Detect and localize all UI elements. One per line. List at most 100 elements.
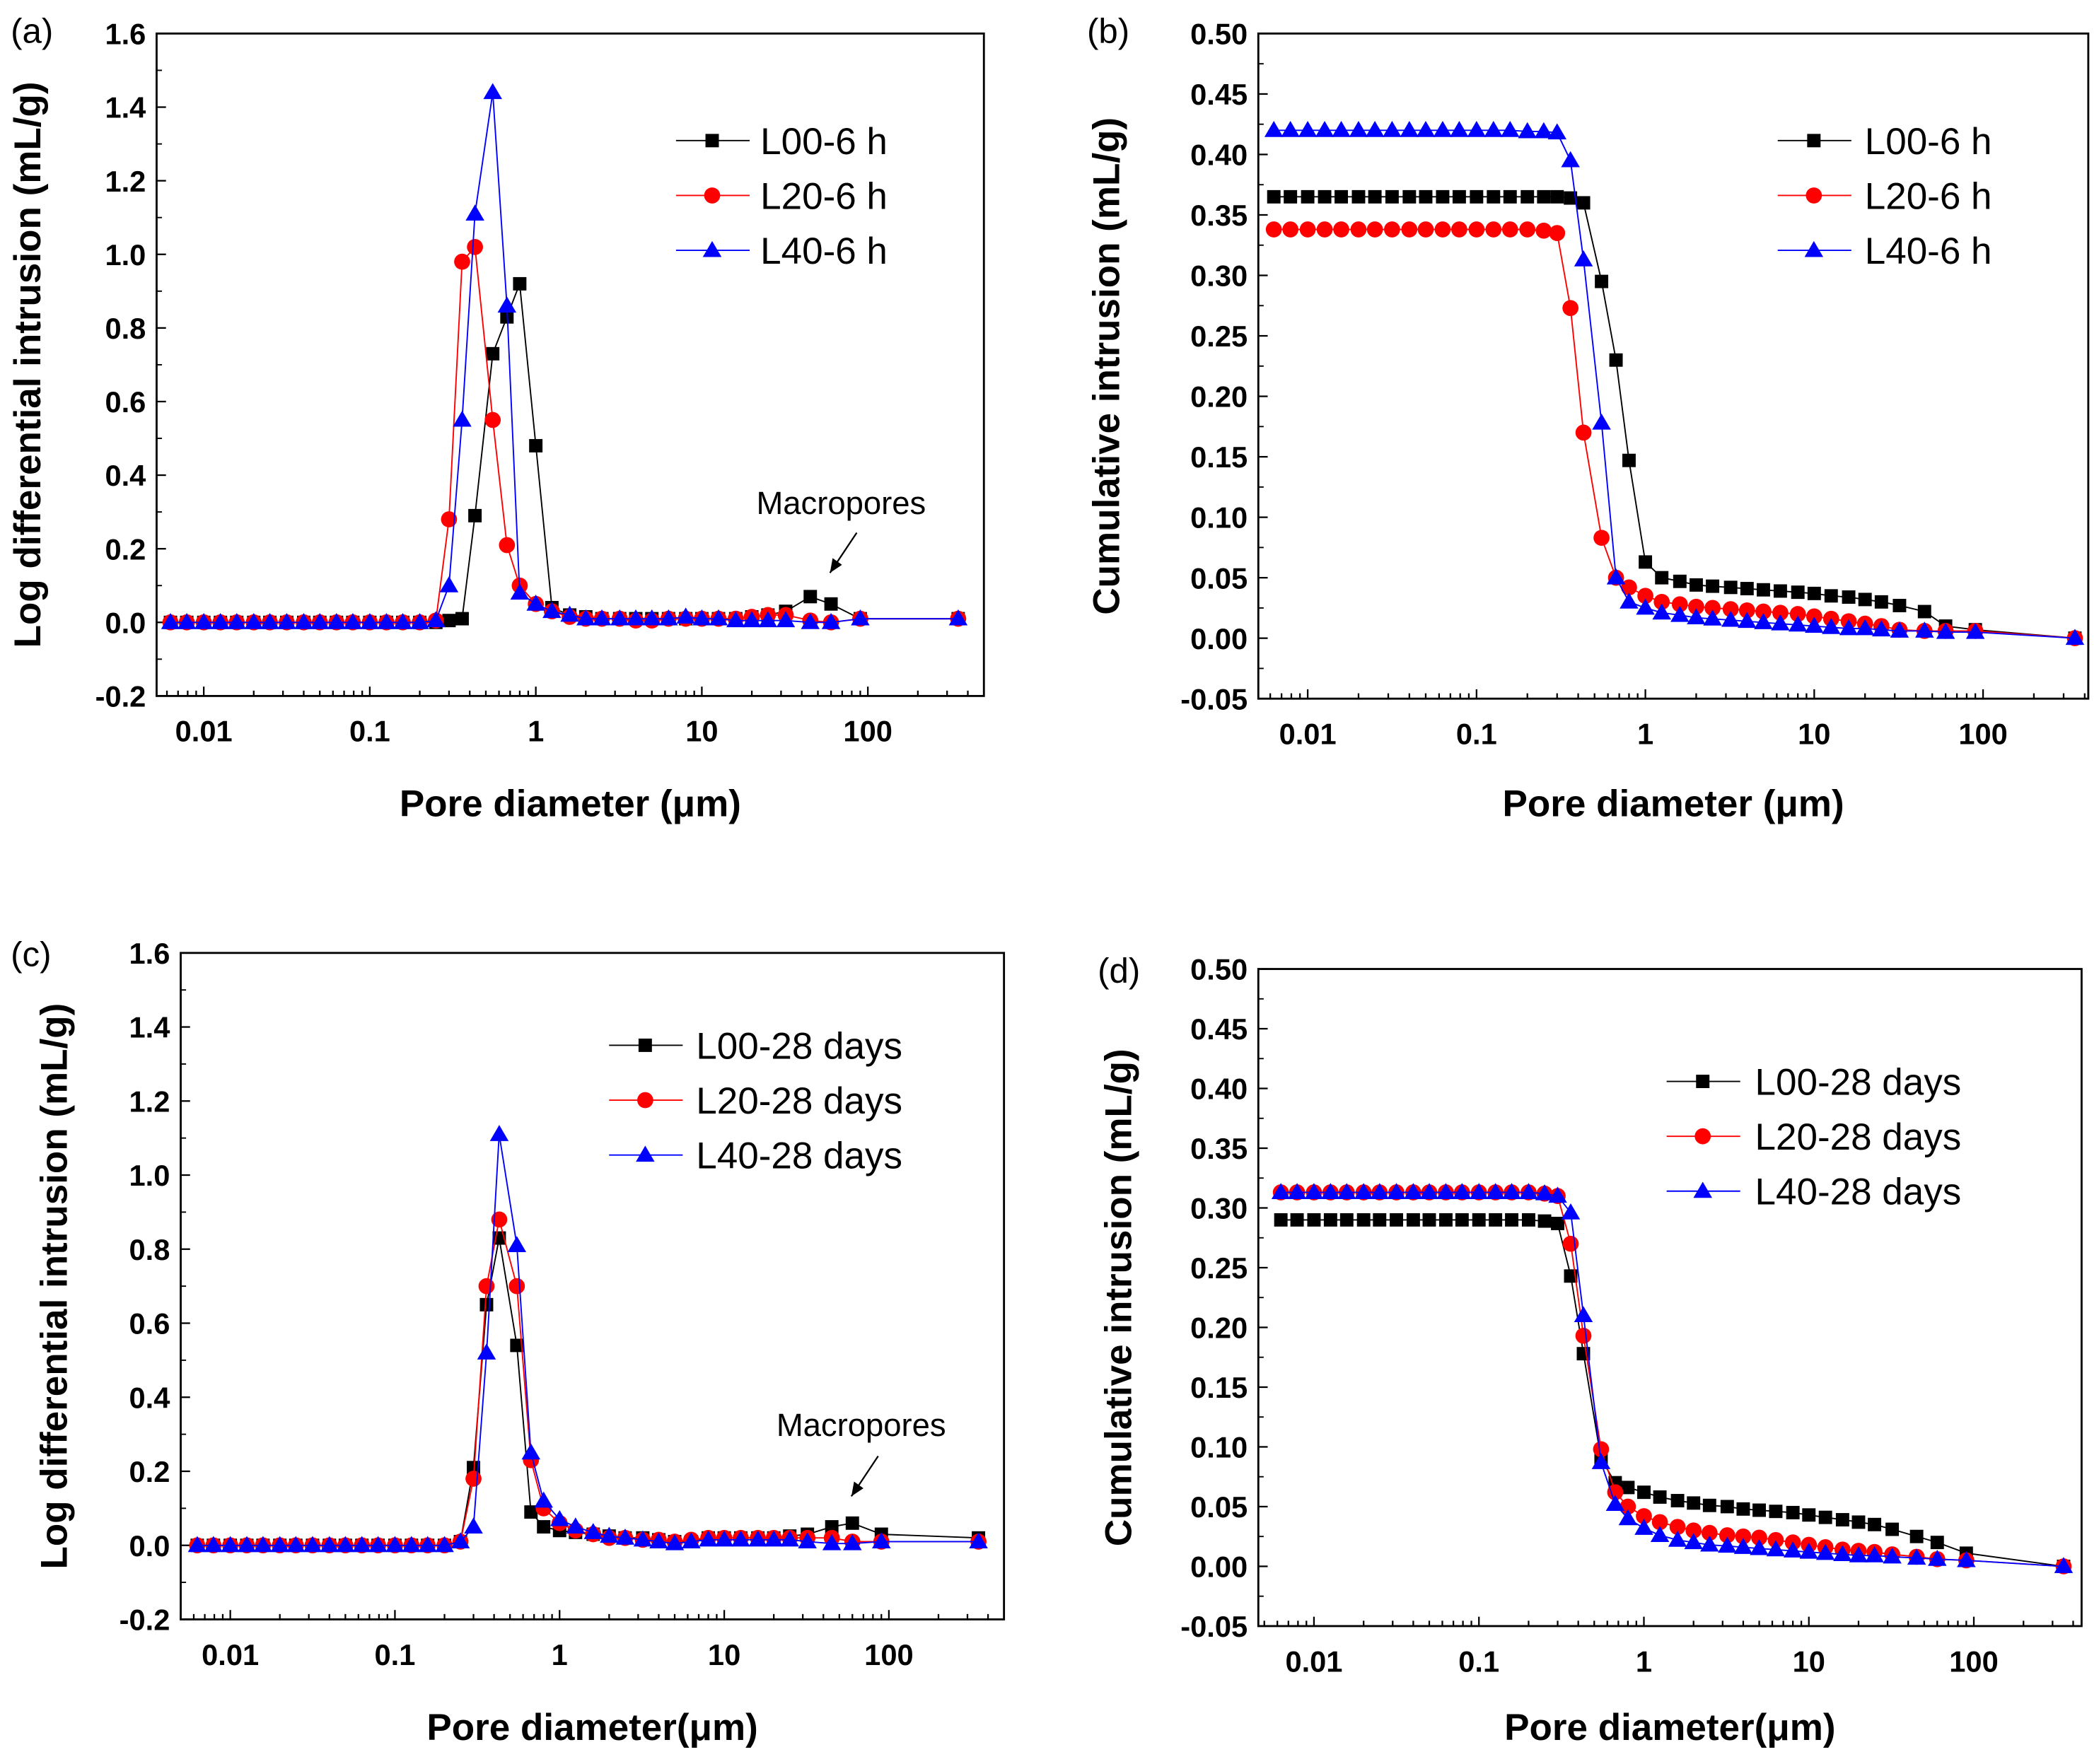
data-point	[1815, 1543, 1835, 1560]
data-point	[483, 83, 502, 100]
y-tick-label: 0.30	[1190, 259, 1248, 293]
y-tick-label: 0.35	[1190, 199, 1248, 232]
data-point	[1772, 604, 1789, 621]
y-tick-label: 0.15	[1190, 440, 1248, 474]
data-point	[303, 1536, 322, 1553]
data-point	[948, 609, 968, 626]
y-tick-label: 0.40	[1190, 139, 1248, 172]
legend-label: L40-28 days	[1755, 1172, 1962, 1213]
data-point	[497, 296, 517, 313]
data-point	[1703, 609, 1722, 626]
data-point	[731, 1530, 750, 1547]
data-point	[1849, 1546, 1868, 1563]
x-tick-label: 0.01	[202, 1638, 259, 1671]
series-l20-6-h	[162, 238, 967, 631]
data-point	[194, 613, 214, 629]
panel-label: (c)	[11, 935, 51, 974]
data-point	[1839, 619, 1859, 636]
data-point	[1637, 1485, 1651, 1500]
data-point	[2054, 1557, 2074, 1573]
data-point	[1562, 300, 1579, 317]
data-point	[843, 1534, 862, 1550]
x-tick-label: 0.1	[349, 715, 390, 748]
data-point	[1791, 585, 1805, 600]
series-l40-6-h	[161, 83, 968, 629]
data-point	[1419, 1183, 1439, 1199]
data-point	[1639, 555, 1653, 569]
y-tick-label: -0.05	[1180, 682, 1248, 715]
data-point	[1307, 1213, 1321, 1227]
y-tick-label: 0.0	[105, 606, 146, 639]
legend-label: L40-6 h	[1865, 230, 1992, 272]
data-point	[1518, 122, 1537, 139]
data-point	[2065, 629, 2085, 646]
x-tick-label: 1	[1636, 1645, 1652, 1678]
y-axis-title: Log differential intrusion (mL/g)	[7, 81, 49, 648]
legend-marker	[636, 1145, 655, 1162]
legend-marker	[705, 134, 719, 148]
data-point	[441, 511, 458, 527]
data-point	[1433, 121, 1453, 137]
y-tick-label: 0.00	[1190, 622, 1248, 655]
data-point	[1452, 189, 1466, 204]
data-point	[699, 1530, 718, 1547]
data-point	[1621, 579, 1637, 596]
data-point	[1684, 1533, 1703, 1550]
y-tick-label: 0.4	[105, 459, 146, 492]
y-tick-label: 0.6	[105, 385, 146, 419]
data-point	[1417, 221, 1434, 238]
data-point	[1892, 599, 1907, 612]
data-point	[187, 1536, 207, 1553]
data-point	[294, 613, 313, 629]
data-point	[426, 611, 446, 628]
y-tick-label: 0.45	[1190, 1012, 1248, 1046]
data-point	[450, 1532, 470, 1548]
data-point	[1868, 1517, 1882, 1531]
y-tick-label: 0.15	[1190, 1371, 1248, 1404]
y-tick-label: -0.05	[1180, 1610, 1248, 1643]
series-line	[197, 1134, 979, 1546]
data-point	[1766, 1540, 1786, 1557]
data-point	[1591, 1453, 1611, 1469]
data-point	[748, 1530, 767, 1547]
data-point	[1874, 595, 1888, 609]
data-point	[1287, 1183, 1307, 1199]
data-point	[1719, 1527, 1735, 1543]
legend-label: L00-6 h	[1865, 121, 1992, 163]
data-point	[161, 613, 180, 629]
data-point	[1455, 1213, 1469, 1227]
arrow-head-icon	[851, 1481, 864, 1497]
panel-label: (d)	[1098, 951, 1140, 990]
x-tick-label: 100	[1958, 718, 2007, 751]
y-tick-label: 0.6	[129, 1307, 170, 1340]
series-l40-28-days	[187, 1125, 988, 1553]
data-point	[1883, 1547, 1902, 1564]
data-point	[1835, 1513, 1849, 1527]
data-point	[1928, 1550, 1947, 1566]
y-tick-label: 0.2	[105, 532, 146, 566]
x-tick-label: 0.1	[375, 1638, 416, 1671]
x-tick-label: 0.1	[1456, 718, 1497, 751]
data-point	[1842, 590, 1856, 604]
data-point	[1756, 583, 1770, 597]
data-point	[1282, 221, 1299, 238]
data-point	[377, 613, 396, 629]
data-point	[1576, 196, 1591, 210]
data-point	[368, 1536, 388, 1553]
data-point	[1722, 601, 1739, 617]
data-point	[1298, 121, 1318, 137]
series-l40-28-days	[1271, 1183, 2074, 1573]
data-point	[1561, 151, 1580, 168]
y-tick-label: 0.00	[1190, 1550, 1248, 1584]
data-point	[1593, 1441, 1610, 1458]
y-tick-label: 0.8	[129, 1233, 170, 1266]
legend-label: L40-28 days	[696, 1135, 902, 1177]
data-point	[1469, 1183, 1489, 1199]
data-point	[439, 576, 459, 592]
data-point	[560, 605, 579, 622]
series-line	[170, 284, 958, 624]
legend-label: L20-28 days	[1755, 1116, 1962, 1158]
legend-marker	[638, 1038, 652, 1052]
y-tick-label: 0.25	[1190, 1251, 1248, 1285]
